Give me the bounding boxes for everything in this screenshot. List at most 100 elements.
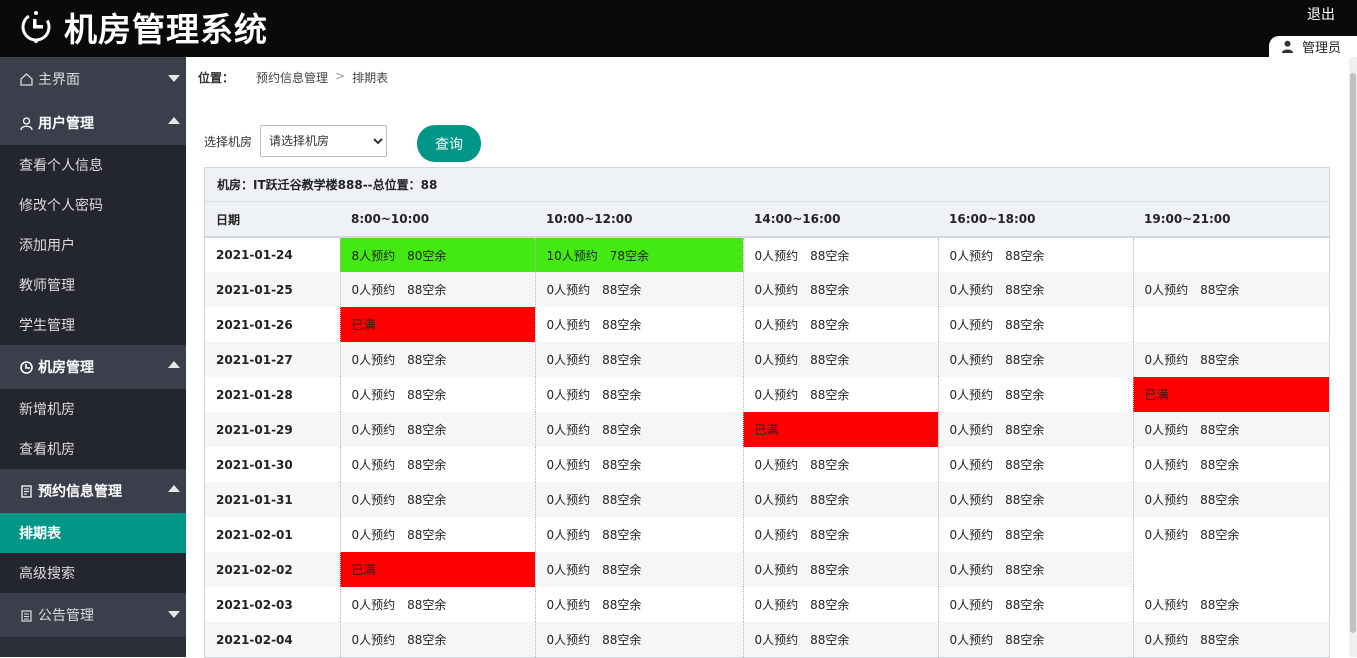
booked-count: 0人预约 <box>546 563 591 577</box>
slot-cell[interactable]: 0人预约 88空余 <box>1132 272 1329 307</box>
slot-cell[interactable]: 0人预约 88空余 <box>339 377 535 412</box>
scrollbar-thumb[interactable] <box>1350 73 1356 633</box>
slot-cell[interactable]: 0人预约 88空余 <box>937 447 1133 482</box>
seats-left: 88空余 <box>602 283 642 297</box>
slot-cell[interactable]: 0人预约 88空余 <box>937 272 1133 307</box>
slot-cell[interactable]: 0人预约 88空余 <box>1132 587 1329 622</box>
slot-cell[interactable]: 0人预约 88空余 <box>534 552 743 587</box>
sidebar-item-students[interactable]: 学生管理 <box>0 305 186 345</box>
slot-cell[interactable]: 0人预约 88空余 <box>937 482 1133 517</box>
slot-cell[interactable]: 0人预约 88空余 <box>742 307 938 342</box>
slot-cell[interactable]: 0人预约 88空余 <box>937 412 1133 447</box>
schedule-body: 2021-01-24 8人预约 80空余 10人预约 78空余 0人预约 88空余 0人预约 8… <box>205 237 1329 657</box>
slot-cell[interactable]: 8人预约 80空余 <box>339 237 535 272</box>
slot-cell[interactable]: 0人预约 88空余 <box>534 272 743 307</box>
sidebar-item-teachers[interactable]: 教师管理 <box>0 265 186 305</box>
slot-cell[interactable] <box>1132 552 1329 587</box>
slot-cell[interactable]: 0人预约 88空余 <box>742 517 938 552</box>
slot-cell[interactable]: 0人预约 88空余 <box>937 587 1133 622</box>
slot-cell[interactable]: 0人预约 88空余 <box>534 307 743 342</box>
booked-count: 0人预约 <box>949 353 994 367</box>
date-cell: 2021-01-28 <box>205 377 340 412</box>
page-scrollbar[interactable] <box>1349 57 1357 657</box>
slot-cell[interactable]: 0人预约 88空余 <box>1132 412 1329 447</box>
slot-cell[interactable]: 0人预约 88空余 <box>742 377 938 412</box>
slot-cell[interactable]: 0人预约 88空余 <box>1132 447 1329 482</box>
slot-cell[interactable]: 已满 <box>1132 377 1329 412</box>
sidebar-group-users[interactable]: 用户管理 <box>0 101 186 145</box>
slot-cell[interactable]: 0人预约 88空余 <box>937 517 1133 552</box>
slot-cell[interactable]: 已满 <box>742 412 938 447</box>
sidebar-group-rooms[interactable]: 机房管理 <box>0 345 186 389</box>
seats-left: 88空余 <box>602 528 642 542</box>
booked-count: 0人预约 <box>949 598 994 612</box>
slot-cell[interactable]: 0人预约 88空余 <box>339 587 535 622</box>
slot-cell[interactable]: 0人预约 88空余 <box>742 622 938 657</box>
slot-cell[interactable]: 0人预约 88空余 <box>1132 622 1329 657</box>
slot-cell[interactable]: 已满 <box>339 552 535 587</box>
slot-cell[interactable]: 0人预约 88空余 <box>339 412 535 447</box>
slot-cell[interactable]: 0人预约 88空余 <box>534 482 743 517</box>
app-title: 机房管理系统 <box>64 10 268 49</box>
sidebar-group-announcements[interactable]: 公告管理 <box>0 593 186 637</box>
column-header-date: 日期 <box>205 202 340 238</box>
seats-left: 88空余 <box>1200 423 1240 437</box>
sidebar-item-advanced-search[interactable]: 高级搜索 <box>0 553 186 593</box>
sidebar-item-profile[interactable]: 查看个人信息 <box>0 145 186 185</box>
slot-cell[interactable]: 0人预约 88空余 <box>534 377 743 412</box>
sidebar-item-add-room[interactable]: 新增机房 <box>0 389 186 429</box>
slot-cell[interactable]: 0人预约 88空余 <box>339 272 535 307</box>
slot-cell[interactable]: 0人预约 88空余 <box>534 517 743 552</box>
slot-cell[interactable]: 0人预约 88空余 <box>742 587 938 622</box>
logout-link[interactable]: 退出 <box>1307 7 1335 23</box>
slot-cell[interactable]: 0人预约 88空余 <box>339 517 535 552</box>
slot-cell[interactable]: 0人预约 88空余 <box>742 342 938 377</box>
booked-count: 0人预约 <box>949 528 994 542</box>
slot-cell[interactable]: 0人预约 88空余 <box>742 552 938 587</box>
breadcrumb-parent[interactable]: 预约信息管理 <box>256 71 329 85</box>
slot-cell[interactable]: 0人预约 88空余 <box>534 342 743 377</box>
slot-cell[interactable]: 0人预约 88空余 <box>339 482 535 517</box>
slot-cell[interactable]: 0人预约 88空余 <box>742 482 938 517</box>
slot-cell[interactable]: 0人预约 88空余 <box>1132 517 1329 552</box>
slot-cell[interactable] <box>1132 307 1329 342</box>
sidebar-item-view-rooms[interactable]: 查看机房 <box>0 429 186 469</box>
sidebar-item-add-user[interactable]: 添加用户 <box>0 225 186 265</box>
sidebar-group-reservations[interactable]: 预约信息管理 <box>0 469 186 513</box>
sidebar-group-home[interactable]: 主界面 <box>0 57 186 101</box>
slot-cell[interactable]: 0人预约 88空余 <box>534 447 743 482</box>
slot-cell[interactable]: 0人预约 88空余 <box>937 552 1133 587</box>
sidebar-item-change-password[interactable]: 修改个人密码 <box>0 185 186 225</box>
slot-cell[interactable]: 0人预约 88空余 <box>937 307 1133 342</box>
slot-cell[interactable]: 0人预约 88空余 <box>937 377 1133 412</box>
slot-cell[interactable]: 10人预约 78空余 <box>534 237 743 272</box>
booked-count: 已满 <box>754 423 779 437</box>
slot-cell[interactable]: 0人预约 88空余 <box>742 447 938 482</box>
query-button[interactable]: 查询 <box>417 125 481 162</box>
user-menu[interactable]: 管理员 <box>1269 36 1357 57</box>
room-select[interactable]: 请选择机房 <box>260 125 388 157</box>
slot-cell[interactable]: 0人预约 88空余 <box>339 342 535 377</box>
seats-left: 88空余 <box>602 598 642 612</box>
booked-count: 0人预约 <box>546 528 591 542</box>
slot-cell[interactable]: 0人预约 88空余 <box>742 237 938 272</box>
slot-cell[interactable]: 0人预约 88空余 <box>937 342 1133 377</box>
booked-count: 0人预约 <box>351 598 396 612</box>
slot-cell[interactable]: 0人预约 88空余 <box>339 447 535 482</box>
slot-cell[interactable]: 0人预约 88空余 <box>534 412 743 447</box>
column-header-slot: 10:00~12:00 <box>535 202 743 238</box>
slot-cell[interactable] <box>1132 237 1329 272</box>
slot-cell[interactable]: 已满 <box>339 307 535 342</box>
slot-cell[interactable]: 0人预约 88空余 <box>1132 482 1329 517</box>
slot-cell[interactable]: 0人预约 88空余 <box>742 272 938 307</box>
booked-count: 0人预约 <box>1144 353 1189 367</box>
slot-cell[interactable]: 0人预约 88空余 <box>534 587 743 622</box>
slot-cell[interactable]: 0人预约 88空余 <box>1132 342 1329 377</box>
sidebar-item-schedule[interactable]: 排期表 <box>0 513 186 553</box>
seats-left: 88空余 <box>602 423 642 437</box>
slot-cell[interactable]: 0人预约 88空余 <box>937 622 1133 657</box>
date-cell: 2021-01-29 <box>205 412 340 447</box>
slot-cell[interactable]: 0人预约 88空余 <box>339 622 535 657</box>
slot-cell[interactable]: 0人预约 88空余 <box>534 622 743 657</box>
slot-cell[interactable]: 0人预约 88空余 <box>937 237 1133 272</box>
